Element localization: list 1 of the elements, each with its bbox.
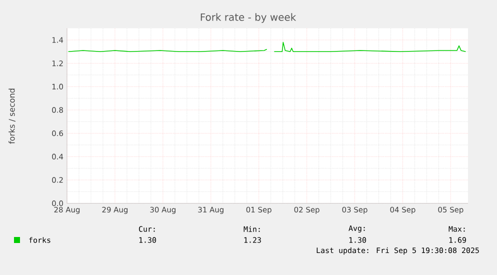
chart-title: Fork rate - by week: [200, 13, 296, 23]
